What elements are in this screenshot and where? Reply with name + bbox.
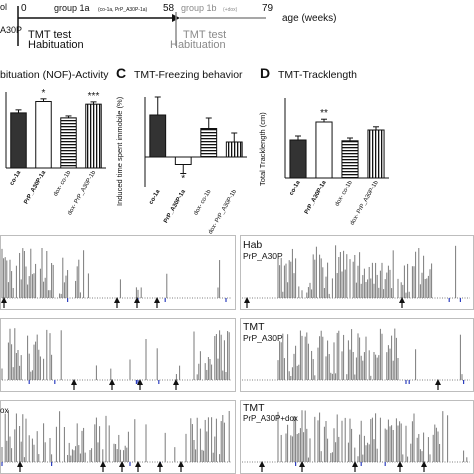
significance-marker: ** — [320, 108, 328, 119]
panel-c-letter: C — [116, 65, 126, 81]
arrow-marker — [1, 297, 7, 303]
trace-left-clip: ox — [0, 406, 8, 415]
arrow-marker — [154, 297, 160, 303]
arrow-marker — [134, 297, 140, 303]
category-label: PrP_A30P-1a — [304, 179, 328, 215]
arrow-marker — [119, 461, 125, 467]
arrow-marker — [157, 461, 163, 467]
bar — [35, 101, 52, 169]
category-label: PrP_A30P-1a — [23, 169, 47, 205]
arrow-marker — [397, 461, 403, 467]
arrow-marker — [399, 297, 405, 303]
timeline-start-label: 0 — [21, 3, 27, 14]
arrow-marker — [100, 461, 106, 467]
test-2-line-1: TMT test — [183, 29, 226, 41]
bar — [225, 141, 243, 158]
trace-frame — [0, 235, 236, 310]
trace-label-1b: PrP_A30P — [243, 251, 283, 261]
panel-d-title: TMT-Tracklength — [278, 69, 357, 81]
trace-label-3a: TMT — [243, 402, 265, 414]
panel-c-title: TMT-Freezing behavior — [134, 69, 243, 81]
trace-label-3b: PrP_A30P+dox — [243, 414, 298, 423]
panel-b: bituation (NOF)-Activity co-1a * PrP_A30P-… — [0, 69, 109, 216]
category-label: PrP_A30P-1a — [163, 188, 187, 224]
test-1-line-2: Habituation — [28, 39, 84, 51]
left-clip-text-2: A30P — [0, 25, 22, 35]
arrow-marker — [114, 297, 120, 303]
bar — [174, 156, 192, 165]
timeline-axis-label: age (weeks) — [282, 13, 336, 24]
category-label: co-1a — [9, 169, 22, 186]
panel-c-ylabel: Induced time spent immobile (%) — [115, 96, 124, 206]
bar — [60, 117, 77, 169]
group-1a-note: (co-1a, PrP_A30P-1a) — [98, 7, 148, 13]
arrow-marker — [259, 461, 265, 467]
category-label: co-1a — [289, 179, 302, 196]
bar — [149, 114, 167, 158]
category-label: dox- PrP_A30P-1b — [350, 179, 381, 226]
test-2-line-2: Habituation — [170, 39, 226, 51]
significance-marker: *** — [88, 91, 100, 102]
panel-d-letter: D — [260, 65, 270, 81]
category-label: dox- co-1b — [334, 179, 354, 207]
arrow-marker — [71, 379, 77, 385]
trace-labels: Hab PrP_A30P TMT PrP_A30P TMT PrP_A30P+d… — [0, 239, 298, 423]
bar — [200, 128, 218, 158]
arrow-marker — [173, 379, 179, 385]
trace-label-1a: Hab — [243, 239, 262, 251]
test-1-line-1: TMT test — [28, 29, 71, 41]
arrow-marker — [17, 461, 23, 467]
left-clip-text-1: ol — [0, 2, 7, 12]
trace-label-2a: TMT — [243, 321, 265, 333]
panel-b-chart: co-1a * PrP_A30P-1a dox- co-1b *** dox- PrP_A… — [5, 88, 106, 216]
significance-marker: * — [181, 174, 185, 185]
arrow-marker — [109, 379, 115, 385]
arrow-marker — [352, 461, 358, 467]
trace-label-2b: PrP_A30P — [243, 333, 283, 343]
timeline-mid-label: 58 — [163, 3, 175, 14]
bar — [315, 121, 333, 179]
bar — [10, 112, 27, 169]
arrow-marker — [244, 297, 250, 303]
group-1a-label: group 1a — [54, 3, 90, 13]
arrow-marker — [299, 461, 305, 467]
group-1b-note: (+dox) — [223, 7, 238, 13]
category-label: dox- co-1b — [53, 169, 73, 197]
arrow-marker — [178, 461, 184, 467]
timeline: ol A30P 0 group 1a (co-1a, PrP_A30P-1a) … — [0, 2, 336, 51]
category-label: dox- co-1b — [193, 188, 213, 216]
bar — [341, 140, 359, 179]
trace-frame — [0, 318, 236, 392]
panel-d-ylabel: Total Tracklength (cm) — [258, 112, 267, 186]
arrow-marker — [135, 461, 141, 467]
panel-d: D TMT-Tracklength Total Tracklength (cm)… — [258, 65, 389, 226]
panel-b-title: bituation (NOF)-Activity — [0, 69, 109, 81]
bar — [85, 103, 102, 169]
arrow-marker — [421, 461, 427, 467]
group-1b-label: group 1b — [181, 3, 217, 13]
timeline-end-label: 79 — [262, 3, 274, 14]
bar — [367, 129, 385, 179]
category-label: dox- PrP_A30P-1b — [208, 188, 239, 235]
significance-marker: * — [42, 88, 46, 99]
arrow-marker — [435, 379, 441, 385]
activity-traces — [0, 235, 474, 474]
panel-c: C TMT-Freezing behavior Induced time spe… — [115, 65, 247, 235]
arrow-marker — [137, 379, 143, 385]
category-label: dox- PrP_A30P-1b — [67, 169, 98, 216]
bar — [289, 139, 307, 179]
trace-frame — [240, 400, 474, 474]
category-label: co-1a — [148, 188, 161, 205]
